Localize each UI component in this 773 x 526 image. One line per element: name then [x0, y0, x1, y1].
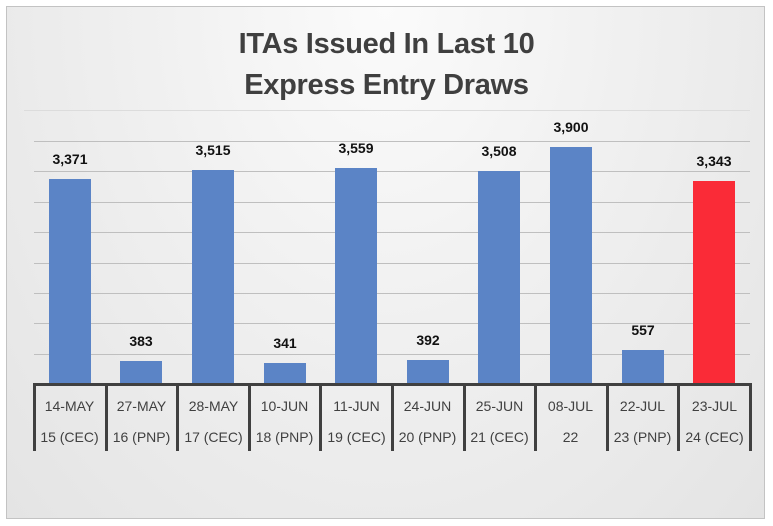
data-label: 3,515: [195, 142, 231, 158]
category-separator: [534, 383, 537, 451]
x-tick-label-date: 25-JUN: [475, 398, 524, 414]
bar-25-jun: [478, 171, 520, 384]
data-label: 557: [631, 322, 655, 338]
data-label: 392: [416, 332, 440, 348]
category-separator: [33, 383, 36, 451]
x-tick-label-draw: 17 (CEC): [184, 429, 243, 445]
bar-10-jun: [264, 363, 306, 384]
x-tick-label-date: 11-JUN: [333, 398, 380, 414]
data-label: 383: [129, 333, 153, 349]
chart-title-line-2: Express Entry Draws: [244, 69, 529, 101]
category-separator: [606, 383, 609, 451]
data-label: 3,900: [553, 119, 589, 135]
data-label: 3,559: [338, 140, 374, 156]
x-tick-label-draw: 22: [562, 429, 579, 445]
x-tick-label-date: 14-MAY: [44, 398, 95, 414]
category-separator: [391, 383, 394, 451]
x-tick-label-draw: 16 (PNP): [112, 429, 171, 445]
chart-title-line-1: ITAs Issued In Last 10: [238, 28, 535, 60]
chart-frame: [6, 6, 765, 519]
bar-08-jul: [550, 147, 592, 384]
category-separator: [248, 383, 251, 451]
category-separator: [749, 383, 752, 451]
gridline: [34, 323, 750, 324]
x-tick-label-draw: 15 (CEC): [40, 429, 99, 445]
gridline: [34, 232, 750, 233]
chart-title: ITAs Issued In Last 10 Express Entry Dra…: [0, 24, 773, 106]
category-separator: [319, 383, 322, 451]
bar-24-jun: [407, 360, 449, 384]
gridline: [34, 354, 750, 355]
data-label: 3,343: [696, 153, 732, 169]
x-tick-label-draw: 24 (CEC): [685, 429, 744, 445]
x-tick-label-date: 27-MAY: [116, 398, 167, 414]
x-tick-label-date: 28-MAY: [188, 398, 239, 414]
category-separator: [463, 383, 466, 451]
gridline: [34, 171, 750, 172]
gridline: [34, 141, 750, 142]
x-tick-label-date: 24-JUN: [403, 398, 452, 414]
bar-27-may: [120, 361, 162, 384]
x-tick-label-date: 10-JUN: [260, 398, 309, 414]
data-label: 3,508: [481, 143, 517, 159]
category-separator: [105, 383, 108, 451]
x-tick-label-draw: 23 (PNP): [613, 429, 672, 445]
category-separator: [677, 383, 680, 451]
bar-23-jul: [693, 181, 735, 384]
bar-14-may: [49, 179, 91, 384]
x-tick-label-date: 08-JUL: [547, 398, 594, 414]
x-tick-label-draw: 20 (PNP): [398, 429, 457, 445]
title-divider: [24, 110, 750, 111]
x-tick-label-draw: 18 (PNP): [255, 429, 314, 445]
x-tick-label-date: 23-JUL: [691, 398, 738, 414]
bar-28-may: [192, 170, 234, 384]
data-label: 341: [273, 335, 297, 351]
data-label: 3,371: [52, 151, 88, 167]
gridline: [34, 202, 750, 203]
x-tick-label-draw: 21 (CEC): [470, 429, 529, 445]
category-separator: [176, 383, 179, 451]
gridline: [34, 293, 750, 294]
x-tick-label-date: 22-JUL: [619, 398, 666, 414]
gridline: [34, 263, 750, 264]
x-tick-label-draw: 19 (CEC): [327, 429, 386, 445]
bar-11-jun: [335, 168, 377, 384]
bar-22-jul: [622, 350, 664, 384]
